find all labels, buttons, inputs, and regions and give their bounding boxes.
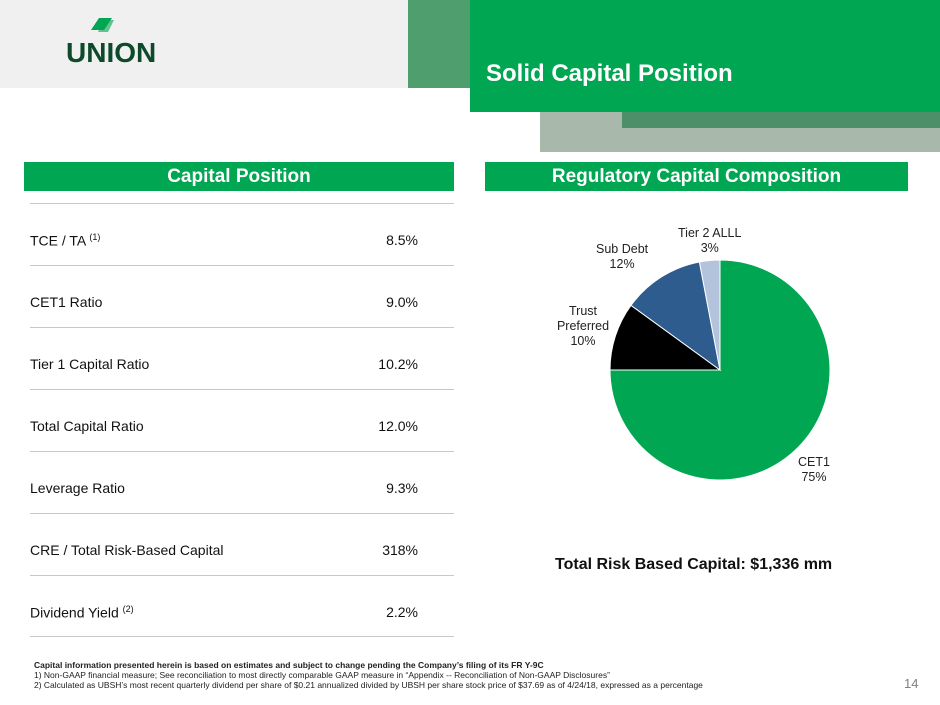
footnote-ref: (2) (122, 604, 134, 614)
pie-label-name: Sub Debt (596, 242, 649, 256)
pie-slice-sub-debt (630, 261, 721, 372)
pie-label-value: 3% (700, 241, 719, 255)
row-label: TCE / TA (30, 232, 86, 249)
pie-label-value: 12% (609, 257, 635, 271)
table-row: Total Capital Ratio 12.0% (30, 389, 454, 451)
total-risk-based-capital: Total Risk Based Capital: $1,336 mm (555, 556, 833, 573)
pie-label-value: 10% (570, 334, 596, 348)
header-accent-bar (408, 0, 470, 88)
capital-position-table: TCE / TA (1) 8.5% CET1 Ratio 9.0% Tier 1… (30, 203, 454, 637)
row-value: 8.5% (386, 232, 418, 248)
table-row: TCE / TA (1) 8.5% (30, 203, 454, 265)
table-row: Leverage Ratio 9.3% (30, 451, 454, 513)
row-label: CRE / Total Risk-Based Capital (30, 542, 224, 558)
table-row: Tier 1 Capital Ratio 10.2% (30, 327, 454, 389)
table-row: CRE / Total Risk-Based Capital 318% (30, 513, 454, 575)
capital-composition-pie (609, 259, 831, 481)
union-logo: UNION (66, 18, 156, 68)
row-label: Total Capital Ratio (30, 418, 144, 434)
title-banner (470, 0, 940, 112)
row-value: 318% (382, 542, 418, 558)
pie-label-name: Trust Preferred (556, 304, 610, 333)
footnote-disclaimer: Capital information presented herein is … (34, 660, 544, 670)
pie-slice-tier-2-alll (698, 259, 721, 371)
footnotes: Capital information presented herein is … (34, 660, 703, 690)
row-value: 2.2% (386, 604, 418, 620)
header-background (0, 0, 408, 88)
pie-label-sub-debt: Sub Debt 12% (596, 242, 648, 272)
row-value: 10.2% (378, 356, 418, 372)
footnote-1: 1) Non-GAAP financial measure; See recon… (34, 670, 610, 680)
capital-position-heading: Capital Position (24, 162, 454, 191)
pie-label-name: Tier 2 ALLL (678, 226, 742, 240)
row-value: 12.0% (378, 418, 418, 434)
row-value: 9.3% (386, 480, 418, 496)
table-row: CET1 Ratio 9.0% (30, 265, 454, 327)
pie-label-name: CET1 (798, 455, 830, 469)
table-row: Dividend Yield (2) 2.2% (30, 575, 454, 637)
row-label: Tier 1 Capital Ratio (30, 356, 150, 372)
pie-label-value: 75% (801, 470, 827, 484)
footnote-ref: (1) (89, 232, 101, 242)
page-title: Solid Capital Position (486, 60, 733, 87)
row-value: 9.0% (386, 294, 418, 310)
logo-text: UNION (66, 37, 156, 68)
pie-label-tier2-alll: Tier 2 ALLL 3% (678, 226, 741, 256)
footnote-2: 2) Calculated as UBSH’s most recent quar… (34, 680, 703, 690)
row-label: Dividend Yield (30, 604, 119, 621)
row-label: CET1 Ratio (30, 294, 103, 310)
composition-heading: Regulatory Capital Composition (485, 162, 908, 191)
page-number: 14 (904, 676, 919, 691)
pie-label-trust-preferred: Trust Preferred 10% (548, 304, 618, 349)
row-label: Leverage Ratio (30, 480, 125, 496)
pie-label-cet1: CET1 75% (798, 455, 830, 485)
